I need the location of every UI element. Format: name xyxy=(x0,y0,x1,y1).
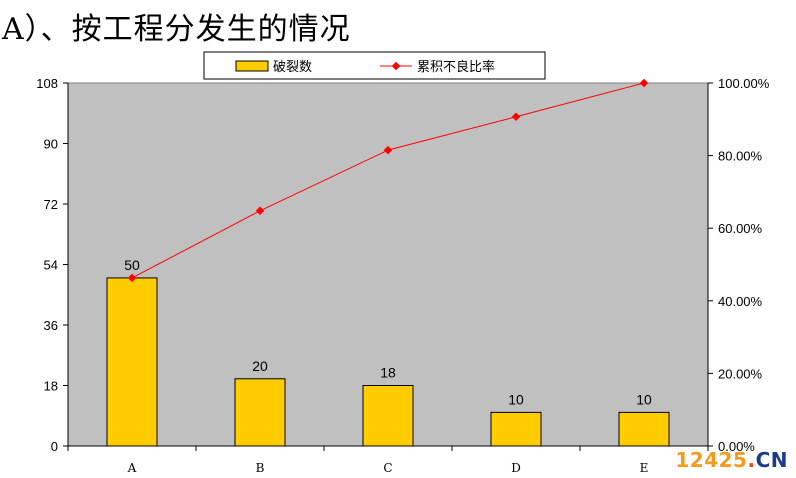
bar-D xyxy=(490,411,542,447)
bar-B xyxy=(234,378,286,447)
page-title: A）、按工程分发生的情况 xyxy=(2,12,351,47)
bar-A xyxy=(106,277,158,447)
right-tick-label: 100.00% xyxy=(718,76,770,91)
line-point-A xyxy=(127,273,137,283)
data-label-E: 10 xyxy=(636,391,652,407)
legend-line-marker xyxy=(391,61,401,71)
right-tick-label: 20.00% xyxy=(718,366,763,381)
watermark-tld: CN xyxy=(755,448,788,472)
category-label-D: D xyxy=(511,461,521,475)
line-point-C xyxy=(383,145,393,155)
watermark-logo: 12425.CN xyxy=(675,448,788,472)
left-tick-label: 54 xyxy=(44,258,58,273)
left-tick-label: 108 xyxy=(36,76,58,91)
data-label-B: 20 xyxy=(252,358,268,374)
left-axis: 0 18 36 54 72 90 108 xyxy=(36,76,69,454)
left-tick-label: 0 xyxy=(51,439,58,454)
legend-bar-swatch xyxy=(235,60,269,72)
category-label-E: E xyxy=(640,461,649,475)
left-tick-label: 36 xyxy=(44,318,58,333)
category-label-B: B xyxy=(256,461,265,475)
left-tick-label: 90 xyxy=(44,137,58,152)
legend-bar-label: 破裂数 xyxy=(273,60,312,75)
data-label-C: 18 xyxy=(380,365,396,381)
bar-C xyxy=(362,385,414,447)
right-tick-label: 40.00% xyxy=(718,294,763,309)
legend-line-label: 累积不良比率 xyxy=(417,59,495,75)
data-label-D: 10 xyxy=(508,391,524,407)
category-label-A: A xyxy=(127,461,137,475)
right-tick-label: 0.00% xyxy=(718,439,755,454)
x-axis: A B C D E xyxy=(67,445,709,475)
left-tick-label: 18 xyxy=(44,379,58,394)
right-tick-label: 80.00% xyxy=(718,149,763,164)
right-axis: 0.00% 20.00% 40.00% 60.00% 80.00% 100.00% xyxy=(707,76,770,454)
left-tick-label: 72 xyxy=(44,197,58,212)
bar-E xyxy=(618,411,670,447)
data-label-A: 50 xyxy=(124,257,140,273)
legend: 破裂数 累积不良比率 xyxy=(203,51,546,80)
watermark-dot: . xyxy=(747,448,756,472)
category-label-C: C xyxy=(383,461,392,475)
watermark-number: 12425 xyxy=(675,448,748,472)
line-point-B xyxy=(255,206,265,216)
right-tick-label: 60.00% xyxy=(718,221,763,236)
